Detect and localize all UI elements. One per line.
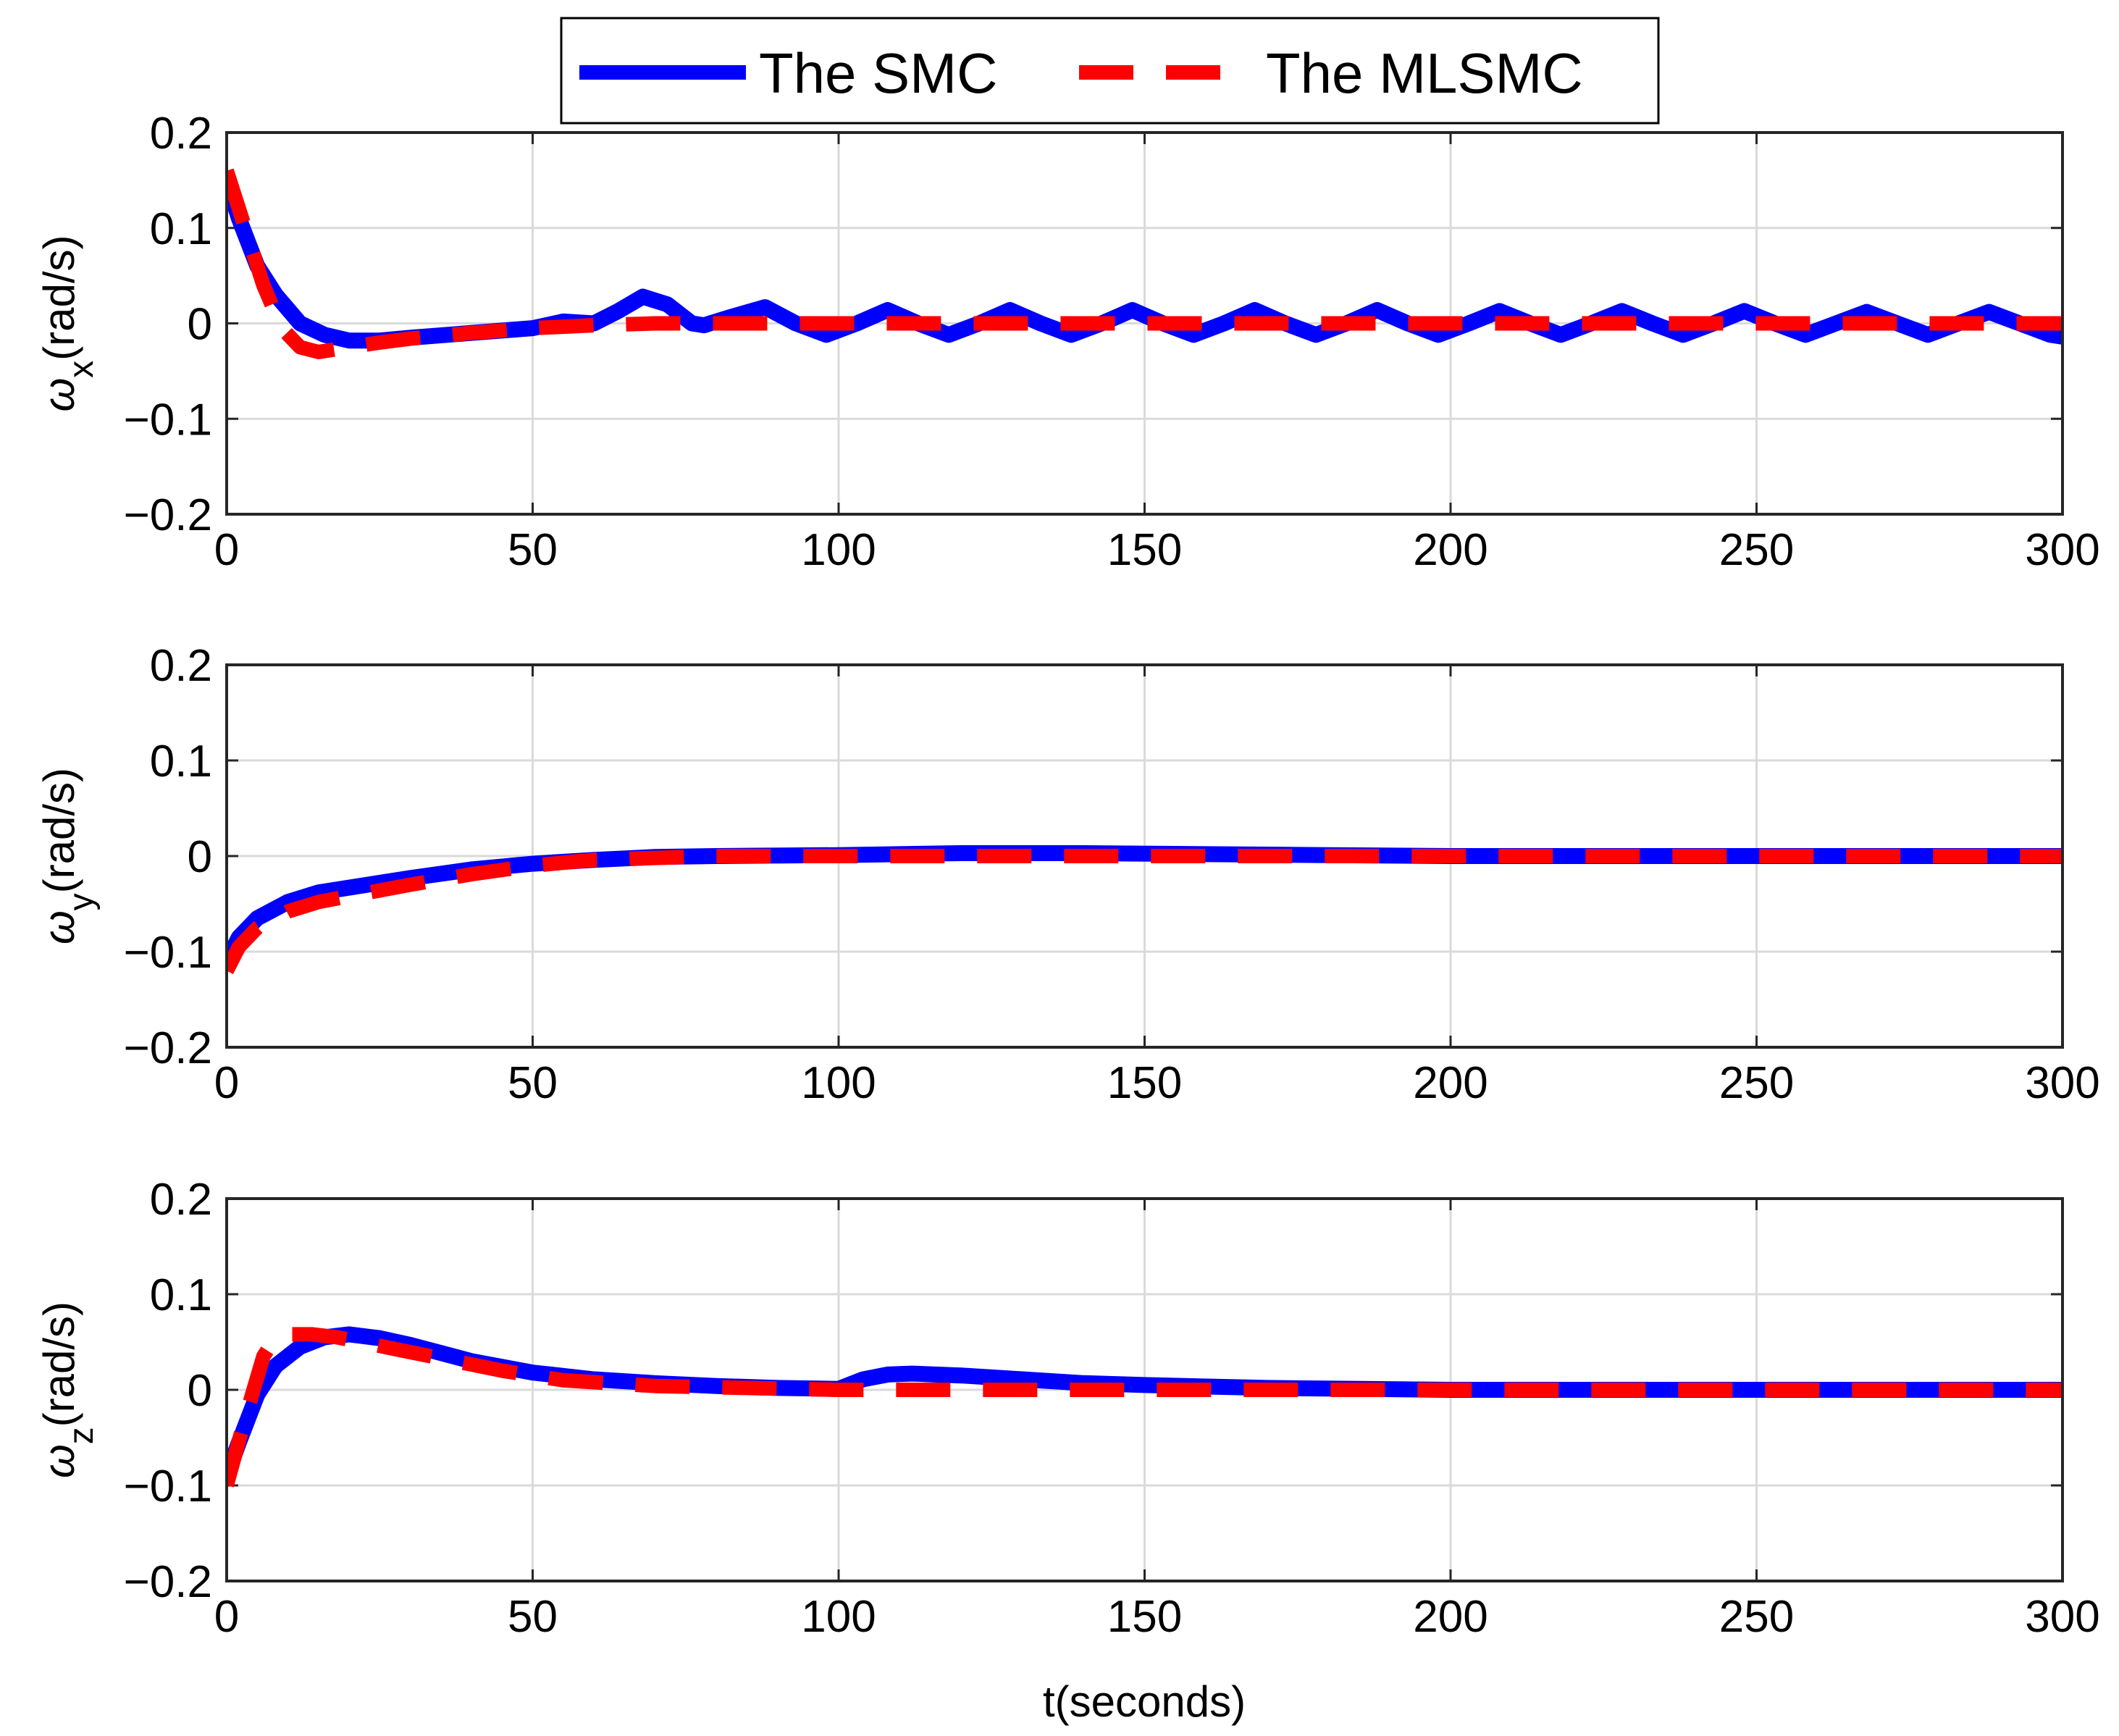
x-tick-label: 300: [2025, 525, 2099, 575]
x-tick-label: 300: [2025, 1058, 2099, 1108]
axes-box: [225, 663, 2064, 1049]
y-axis-subscript: y: [62, 893, 101, 910]
series-line-mlsmc: [227, 168, 2063, 359]
y-tick-label: 0.2: [150, 109, 212, 159]
x-tick-label: 250: [1719, 525, 1794, 575]
y-tick-label: −0.1: [124, 1462, 212, 1511]
y-tick-label: 0: [188, 300, 212, 350]
axes-box: [225, 131, 2064, 516]
x-tick-label: 250: [1719, 1592, 1794, 1642]
y-axis-title: ωx(rad/s): [35, 235, 101, 411]
y-tick-label: −0.1: [124, 395, 212, 445]
legend: The SMC The MLSMC: [560, 17, 1660, 125]
y-tick-label: 0.1: [150, 204, 212, 254]
legend-label-mlsmc: The MLSMC: [1266, 41, 1583, 105]
x-axis-title: t(seconds): [1043, 1677, 1246, 1726]
axes-box: [225, 1197, 2064, 1582]
x-tick-label: 0: [214, 1058, 239, 1108]
x-tick-label: 0: [214, 1592, 239, 1642]
x-tick-label: 50: [508, 525, 558, 575]
y-axis-symbol: ω: [35, 1444, 83, 1478]
y-axis-title: ωz(rad/s): [35, 1301, 101, 1478]
y-axis-symbol: ω: [35, 378, 83, 412]
x-tick-label: 0: [214, 525, 239, 575]
x-tick-label: 200: [1413, 525, 1488, 575]
y-tick-label: −0.1: [124, 928, 212, 978]
x-tick-label: 50: [508, 1058, 558, 1108]
x-tick-label: 50: [508, 1592, 558, 1642]
series-line-mlsmc: [227, 849, 2063, 974]
y-axis-subscript: x: [62, 361, 101, 378]
y-tick-label: 0.2: [150, 641, 212, 691]
y-tick-label: 0: [188, 832, 212, 882]
series-line-smc: [227, 1326, 2063, 1479]
y-axis-subscript: z: [62, 1427, 101, 1444]
x-tick-label: 300: [2025, 1592, 2099, 1642]
x-tick-label: 150: [1107, 1058, 1182, 1108]
x-tick-label: 150: [1107, 1592, 1182, 1642]
legend-label-smc: The SMC: [759, 41, 997, 105]
y-axis-unit: (rad/s): [35, 768, 83, 893]
y-tick-label: 0: [188, 1366, 212, 1416]
y-tick-label: −0.2: [124, 490, 212, 540]
x-tick-label: 100: [801, 1592, 876, 1642]
x-tick-label: 250: [1719, 1058, 1794, 1108]
y-axis-unit: (rad/s): [35, 235, 83, 360]
subplot-x: 0 50 100 150 200 250 300 −0.2 −0.1 0 0.1 0.2 ωx(rad/…: [35, 109, 2100, 575]
x-tick-label: 100: [801, 525, 876, 575]
subplot-y: 0 50 100 150 200 250 300 −0.2 −0.1 0 0.1 0.2 ωy(rad/…: [35, 641, 2100, 1108]
y-tick-label: −0.2: [124, 1557, 212, 1607]
x-tick-label: 100: [801, 1058, 876, 1108]
series-line-smc: [227, 845, 2063, 965]
y-axis-symbol: ω: [35, 910, 83, 944]
x-tick-label: 200: [1413, 1058, 1488, 1108]
x-tick-label: 150: [1107, 525, 1182, 575]
subplot-z: 0 50 100 150 200 250 300 −0.2 −0.1 0 0.1 0.2 ωz(rad/…: [35, 1175, 2100, 1642]
y-axis-unit: (rad/s): [35, 1301, 83, 1427]
x-tick-label: 200: [1413, 1592, 1488, 1642]
y-tick-label: 0.1: [150, 737, 212, 787]
y-tick-label: 0.2: [150, 1175, 212, 1225]
subplot-panels: 0 50 100 150 200 250 300−0.2−0.100.10.2ωx(rad/…: [35, 109, 2100, 1642]
y-tick-label: −0.2: [124, 1023, 212, 1073]
y-axis-title: ωy(rad/s): [35, 768, 101, 944]
y-tick-label: 0.1: [150, 1270, 212, 1320]
